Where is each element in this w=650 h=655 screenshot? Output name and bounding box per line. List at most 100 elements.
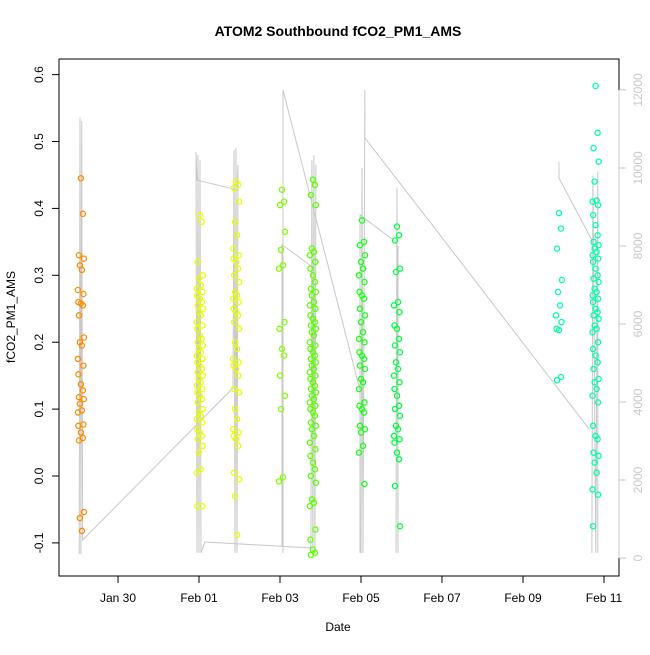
secondary-line-layer <box>78 89 599 555</box>
data-point <box>194 369 202 376</box>
data-point <box>395 335 403 343</box>
chart-title: ATOM2 Southbound fCO2_PM1_AMS <box>215 23 462 39</box>
y2-tick-label: 10000 <box>631 151 645 185</box>
data-point <box>395 231 403 239</box>
data-point <box>197 312 205 319</box>
data-point <box>80 395 88 403</box>
data-point <box>310 395 318 403</box>
data-point <box>396 348 404 356</box>
data-point <box>234 442 242 450</box>
data-point <box>198 395 206 403</box>
data-point <box>310 365 318 373</box>
data-point <box>393 325 401 333</box>
data-point <box>231 405 239 413</box>
data-point <box>307 472 315 480</box>
data-point <box>307 355 315 363</box>
data-point <box>79 387 87 394</box>
data-point <box>76 514 84 522</box>
data-point <box>590 449 597 456</box>
y2-tick-label: 0 <box>631 554 645 561</box>
data-point <box>312 389 320 396</box>
data-point <box>589 198 596 205</box>
data-point <box>195 275 203 282</box>
data-point <box>306 302 314 309</box>
data-point <box>232 435 240 443</box>
secondary-line-segment <box>282 89 361 553</box>
axes: -0.1 0.0 0.1 0.2 0.3 0.4 0.5 0.6 0 2000 4000 6000 80… <box>32 66 645 605</box>
data-point <box>233 292 241 299</box>
data-point <box>361 278 368 286</box>
data-point <box>234 181 242 189</box>
data-point <box>198 432 206 440</box>
data-point <box>233 531 241 539</box>
data-point <box>355 335 363 343</box>
data-point <box>589 345 597 353</box>
data-point <box>194 338 202 346</box>
data-point <box>359 442 367 450</box>
data-point <box>391 342 399 349</box>
data-point <box>74 286 82 294</box>
secondary-line-segment <box>281 243 311 547</box>
data-point <box>234 372 242 379</box>
data-point <box>593 325 600 333</box>
data-point <box>197 379 205 386</box>
data-point <box>396 379 403 386</box>
data-point <box>199 288 206 296</box>
data-point <box>198 335 206 343</box>
data-point <box>591 178 598 185</box>
data-point <box>589 258 597 266</box>
data-point <box>357 429 365 436</box>
secondary-line-segment <box>558 162 593 241</box>
data-point <box>395 456 403 463</box>
data-point <box>593 248 600 256</box>
data-point <box>308 292 316 299</box>
data-point <box>75 437 83 444</box>
x-axis-label: Date <box>325 620 351 634</box>
data-point <box>199 442 207 450</box>
data-point <box>595 158 602 165</box>
data-point <box>356 422 364 430</box>
data-point <box>198 365 206 373</box>
data-point <box>80 508 88 516</box>
data-point <box>311 466 319 473</box>
data-point <box>310 499 318 507</box>
x-tick-label: Feb 09 <box>504 591 542 605</box>
data-point <box>235 198 243 205</box>
data-point <box>229 295 237 302</box>
data-point <box>589 392 596 399</box>
data-point <box>591 379 598 386</box>
data-point <box>310 332 318 339</box>
secondary-line-segment <box>395 187 399 553</box>
data-point <box>198 218 206 226</box>
data-point <box>307 265 314 272</box>
data-point <box>229 425 237 433</box>
data-point <box>280 198 288 205</box>
data-point <box>197 466 205 473</box>
data-point <box>275 265 283 272</box>
data-point <box>80 255 88 262</box>
data-point <box>311 181 319 189</box>
data-point <box>194 325 201 333</box>
data-point <box>195 449 203 456</box>
data-point <box>193 415 201 423</box>
y-axis-label: fCO2_PM1_AMS <box>4 271 18 363</box>
data-point <box>199 405 207 413</box>
data-point <box>552 312 560 319</box>
data-point <box>311 412 319 420</box>
data-point <box>312 201 320 209</box>
data-point <box>356 241 364 249</box>
data-point <box>310 248 318 256</box>
data-point <box>594 255 602 262</box>
data-point <box>589 251 596 259</box>
data-point <box>277 405 285 413</box>
data-point <box>392 268 400 276</box>
data-point <box>391 405 399 413</box>
data-point <box>193 318 201 326</box>
data-point <box>589 486 596 493</box>
data-point <box>355 385 363 393</box>
data-point <box>595 452 602 460</box>
data-point <box>394 298 402 306</box>
data-point <box>231 218 239 226</box>
data-point <box>557 373 565 381</box>
data-point <box>594 359 601 366</box>
